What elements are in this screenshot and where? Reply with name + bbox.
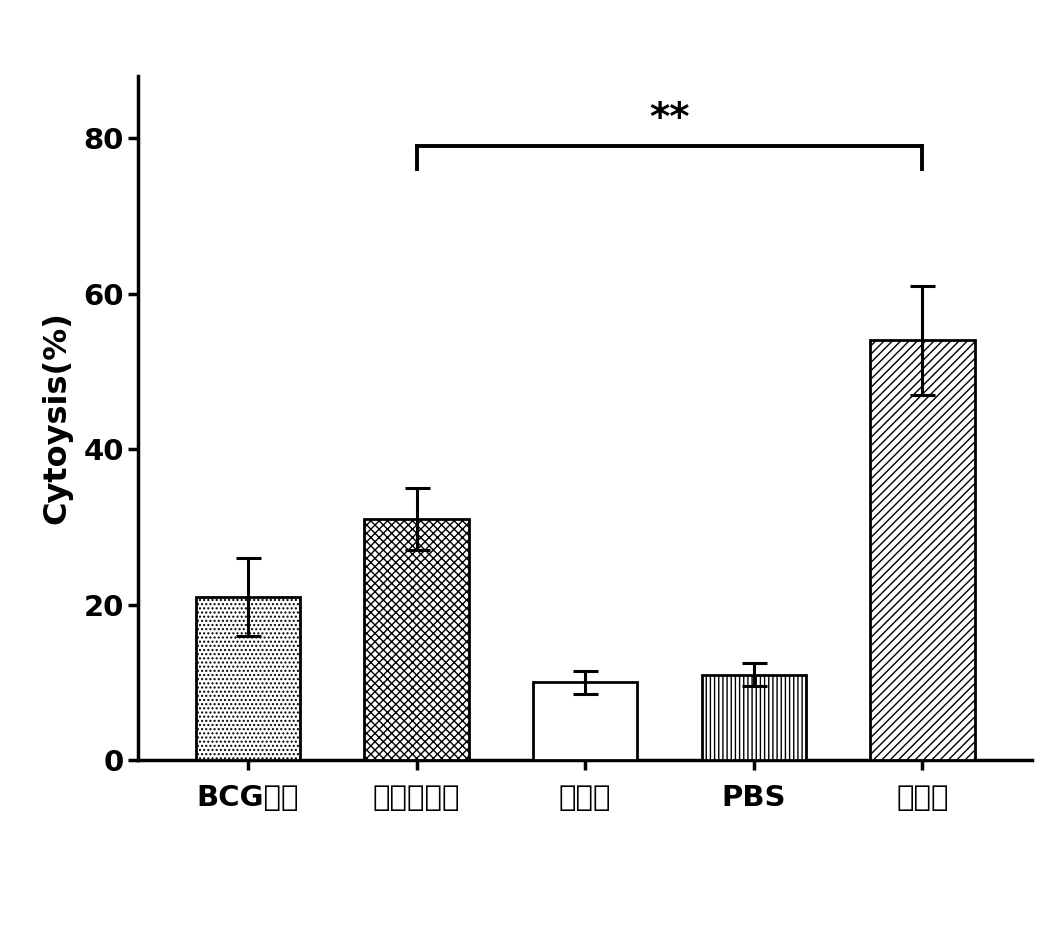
Bar (196, 597, 300, 760)
Bar (364, 519, 469, 760)
Y-axis label: Cytoysis(%): Cytoysis(%) (41, 312, 72, 524)
Text: **: ** (649, 100, 689, 138)
Bar (870, 340, 975, 760)
Bar (701, 674, 807, 760)
Bar (533, 682, 637, 760)
